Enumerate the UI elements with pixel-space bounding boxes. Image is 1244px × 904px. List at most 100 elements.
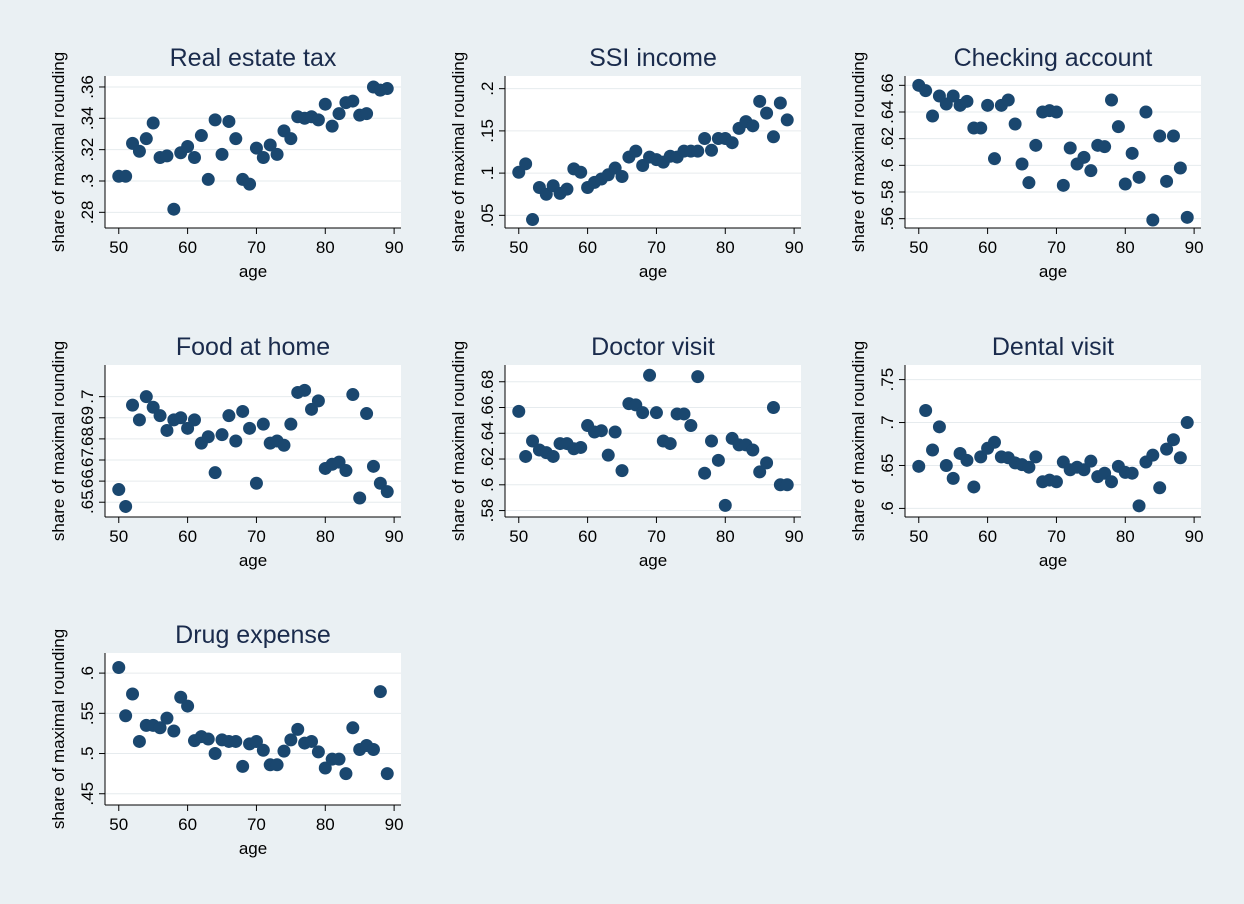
x-tick-label: 80 <box>316 527 335 546</box>
plot-area <box>905 365 1201 517</box>
data-point <box>208 466 222 480</box>
data-point <box>987 435 1001 449</box>
y-tick-label: .7 <box>878 415 897 429</box>
data-point <box>1111 120 1125 134</box>
y-tick-label: .7 <box>78 390 97 404</box>
y-tick-label: .68 <box>78 427 97 451</box>
y-axis-label: share of maximal rounding <box>49 341 68 541</box>
data-point <box>167 724 181 738</box>
data-point <box>201 172 215 186</box>
data-point <box>1125 146 1139 160</box>
data-point <box>705 434 719 448</box>
x-tick-label: 90 <box>785 527 804 546</box>
y-tick-label: .67 <box>78 448 97 472</box>
data-point <box>119 169 133 183</box>
data-point <box>215 147 229 161</box>
x-tick-label: 90 <box>385 238 404 257</box>
panel-title: Doctor visit <box>591 333 715 361</box>
data-point <box>629 144 643 158</box>
data-point <box>222 409 236 423</box>
data-point <box>112 483 126 497</box>
data-point <box>284 417 298 431</box>
panel-title: Dental visit <box>992 333 1114 361</box>
data-point <box>112 660 126 674</box>
x-tick-label: 60 <box>178 238 197 257</box>
data-point <box>256 150 270 164</box>
data-point <box>332 107 346 121</box>
data-point <box>132 413 146 427</box>
data-point <box>249 141 263 155</box>
data-point <box>760 106 774 120</box>
data-point <box>229 434 243 448</box>
data-point <box>1166 433 1180 447</box>
y-tick-label: .64 <box>878 100 897 124</box>
panel-ssi-income: 50 60 70 80 90 .05 .1 .15 .2 age share of maximal … <box>449 44 804 281</box>
y-tick-label: .6 <box>78 666 97 680</box>
data-point <box>1105 93 1119 107</box>
y-axis-label: share of maximal rounding <box>849 52 868 252</box>
data-point <box>318 761 332 775</box>
data-point <box>932 420 946 434</box>
x-tick-label: 60 <box>178 527 197 546</box>
panel-title: SSI income <box>589 44 717 72</box>
y-tick-label: .58 <box>478 499 497 523</box>
data-point <box>284 132 298 146</box>
x-axis-label: age <box>239 839 267 858</box>
data-point <box>615 169 629 183</box>
data-point <box>139 132 153 146</box>
data-point <box>574 440 588 454</box>
data-point <box>608 425 622 439</box>
x-tick-label: 80 <box>316 238 335 257</box>
data-point <box>601 448 615 462</box>
data-point <box>1153 129 1167 143</box>
data-point <box>1166 129 1180 143</box>
x-tick-label: 60 <box>978 527 997 546</box>
y-tick-label: .6 <box>478 478 497 492</box>
y-tick-label: .66 <box>878 74 897 98</box>
data-point <box>725 136 739 150</box>
data-point <box>946 471 960 485</box>
data-point <box>1049 475 1063 489</box>
data-point <box>691 370 705 384</box>
x-tick-label: 50 <box>509 527 528 546</box>
data-point <box>780 478 794 492</box>
data-point <box>1180 416 1194 430</box>
data-point <box>946 89 960 103</box>
data-point <box>229 734 243 748</box>
data-point <box>746 119 760 133</box>
data-point <box>718 498 732 512</box>
y-tick-label: .66 <box>478 396 497 420</box>
panel-title: Real estate tax <box>170 44 337 72</box>
data-point <box>298 383 312 397</box>
data-point <box>119 499 133 513</box>
y-tick-label: .28 <box>78 201 97 225</box>
data-point <box>643 368 657 382</box>
data-point <box>229 132 243 146</box>
data-point <box>753 94 767 108</box>
data-point <box>546 449 560 463</box>
x-tick-label: 50 <box>909 527 928 546</box>
panel-drug-expense: 50 60 70 80 90 .45 .5 .55 .6 age share of maximal … <box>49 621 404 858</box>
data-point <box>270 147 284 161</box>
data-point <box>174 411 188 425</box>
panel-checking-account: 50 60 70 80 90 .56 .58 .6 .62 .64 .66 age share of m… <box>849 44 1204 281</box>
data-point <box>174 690 188 704</box>
x-tick-label: 80 <box>1116 238 1135 257</box>
data-point <box>332 752 346 766</box>
data-point <box>560 182 574 196</box>
data-point <box>766 130 780 144</box>
data-point <box>277 438 291 452</box>
data-point <box>256 417 270 431</box>
data-point <box>160 711 174 725</box>
data-point <box>1077 150 1091 164</box>
data-point <box>1146 448 1160 462</box>
y-axis-label: share of maximal rounding <box>49 52 68 252</box>
data-point <box>208 113 222 127</box>
data-point <box>380 82 394 96</box>
data-point <box>912 459 926 473</box>
data-point <box>512 404 526 418</box>
data-point <box>380 767 394 781</box>
y-tick-label: .62 <box>878 127 897 151</box>
x-axis-label: age <box>639 262 667 281</box>
